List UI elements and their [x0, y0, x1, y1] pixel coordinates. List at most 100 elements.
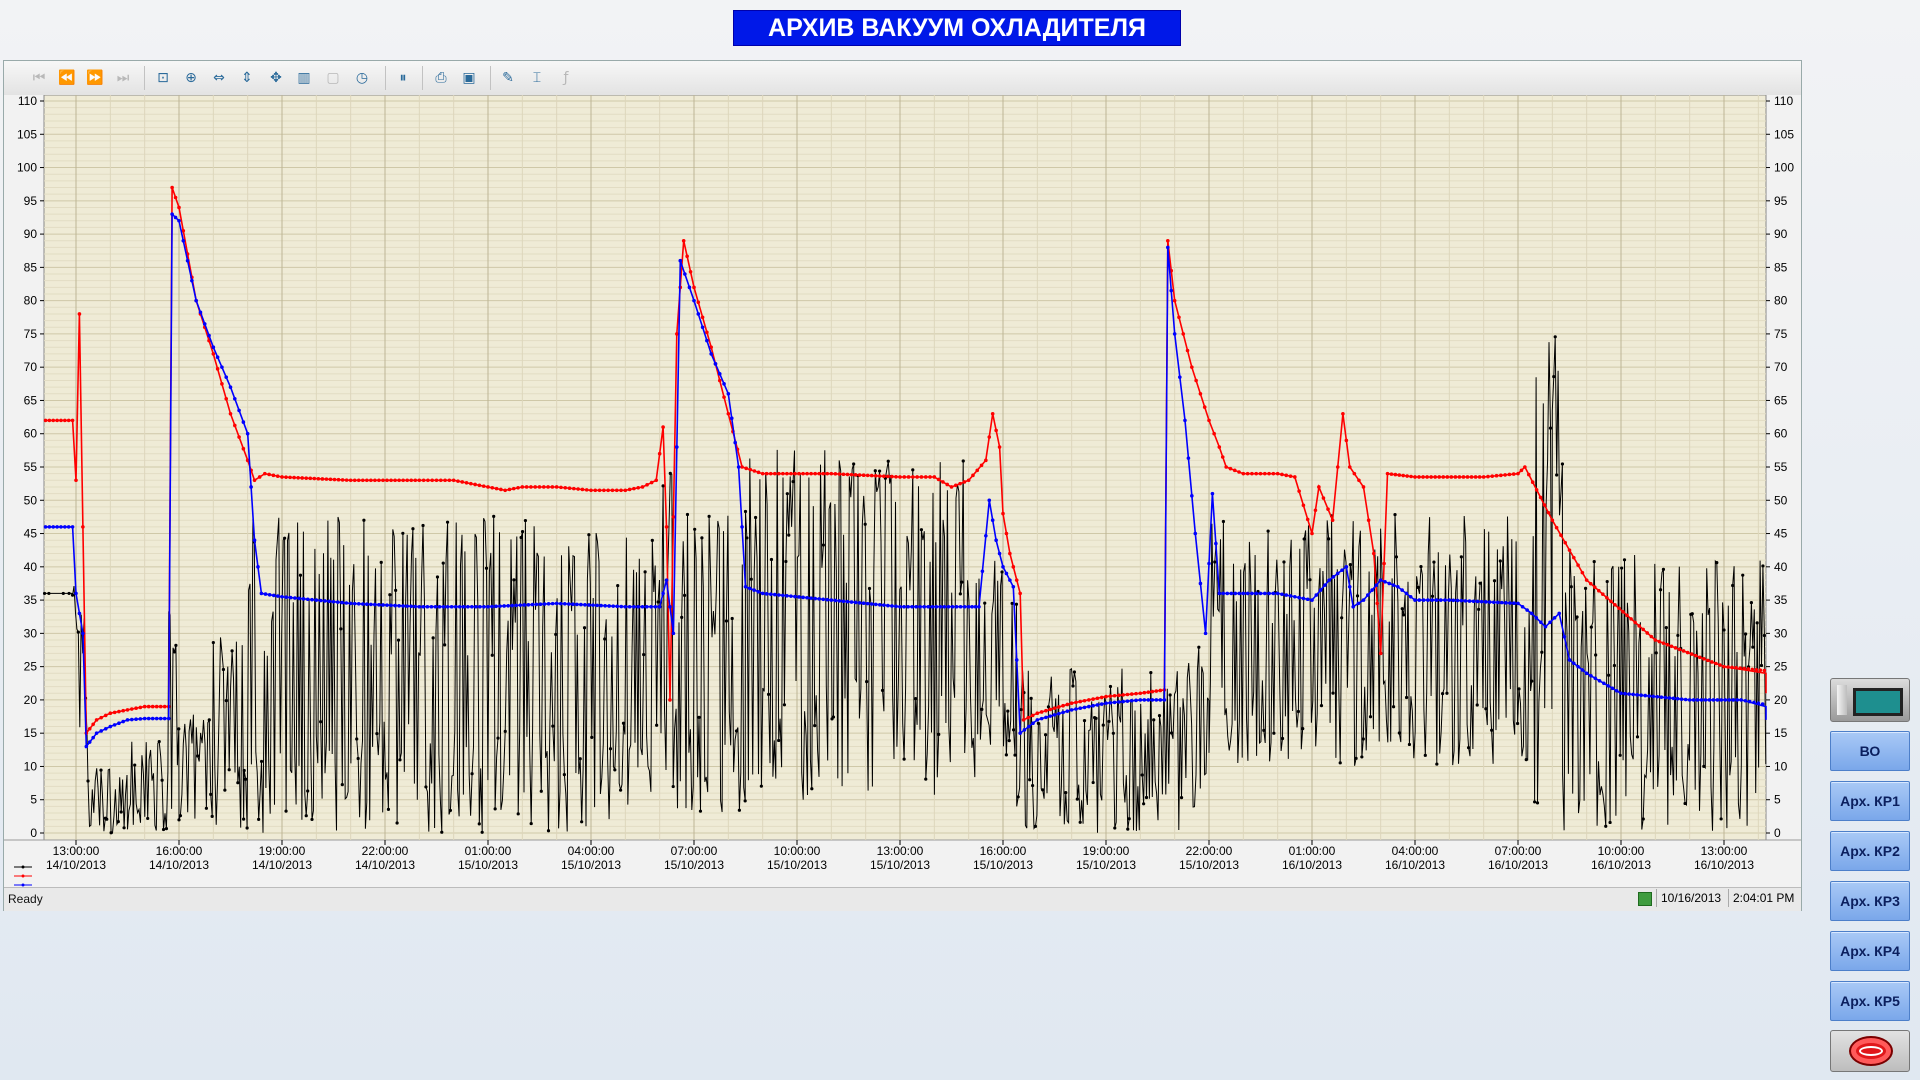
- series-point: [1301, 503, 1306, 508]
- series-point: [1526, 472, 1531, 477]
- y-tick-label-left: 5: [30, 793, 37, 807]
- pens-icon[interactable]: ✎: [502, 70, 514, 86]
- series-point: [1372, 551, 1376, 556]
- series-point: [437, 604, 442, 609]
- series-point: [1475, 599, 1480, 604]
- zoom-vertical-icon[interactable]: ⇕: [241, 70, 253, 86]
- series-point: [1344, 438, 1349, 443]
- series-point: [1074, 707, 1078, 711]
- archive-kr1-button[interactable]: Арх. КР1: [1830, 781, 1910, 821]
- zoom-horizontal-icon[interactable]: ⇔: [213, 70, 225, 86]
- series-point: [112, 710, 117, 715]
- series-point: [1649, 634, 1654, 639]
- series-point: [683, 272, 687, 276]
- series-point: [700, 325, 705, 330]
- series-point: [1534, 616, 1539, 620]
- first-page-icon[interactable]: ⏮: [32, 70, 46, 86]
- series-point: [857, 601, 862, 605]
- series-point: [451, 478, 456, 483]
- series-point: [365, 478, 369, 483]
- series-point: [1643, 693, 1648, 698]
- exit-button[interactable]: [1830, 1030, 1910, 1072]
- archive-kr3-button[interactable]: Арх. КР3: [1830, 881, 1910, 921]
- series-point: [559, 485, 563, 490]
- y-tick-label-left: 85: [24, 260, 38, 274]
- series-point: [335, 600, 340, 604]
- series-point: [1417, 598, 1422, 602]
- series-point: [70, 525, 75, 529]
- series-point: [1310, 598, 1314, 602]
- series-point: [340, 478, 345, 482]
- series-point: [1069, 708, 1074, 712]
- pause-icon[interactable]: ⏸: [399, 70, 407, 86]
- series-point: [237, 435, 241, 439]
- series-point: [722, 395, 726, 399]
- series-point: [318, 598, 323, 603]
- series-point: [1317, 485, 1321, 489]
- series-point: [241, 420, 246, 424]
- series-point: [1483, 600, 1488, 604]
- y-tick-label-left: 0: [30, 826, 37, 840]
- series-point: [1714, 661, 1718, 666]
- series-point: [352, 601, 357, 606]
- series-point: [154, 704, 159, 709]
- series-point: [426, 478, 430, 483]
- series-point: [228, 411, 233, 416]
- last-page-icon[interactable]: ⏭: [116, 70, 130, 86]
- archive-kr4-button[interactable]: Арх. КР4: [1830, 931, 1910, 971]
- series-point: [1408, 594, 1413, 599]
- archive-kr5-button[interactable]: Арх. КР5: [1830, 981, 1910, 1021]
- series-point: [602, 488, 606, 493]
- vertical-scale-icon[interactable]: ▥: [297, 70, 311, 86]
- clock-icon[interactable]: ◷: [355, 70, 369, 86]
- formula-icon[interactable]: ƒ: [563, 70, 569, 86]
- series-point: [245, 431, 250, 436]
- zoom-in-icon[interactable]: ⊕: [185, 70, 197, 86]
- cursor-icon[interactable]: ⌶: [532, 70, 542, 86]
- series-point: [1297, 489, 1301, 493]
- series-point: [1305, 517, 1310, 522]
- series-point: [369, 478, 373, 483]
- series-point: [312, 476, 317, 481]
- prev-page-icon[interactable]: ⏪: [58, 70, 76, 86]
- next-page-icon[interactable]: ⏩: [86, 70, 104, 86]
- pan-icon[interactable]: ✥: [270, 70, 282, 86]
- archive-kr2-button[interactable]: Арх. КР2: [1830, 831, 1910, 871]
- series-point: [1117, 700, 1121, 704]
- y-tick-label-right: 105: [1774, 127, 1794, 141]
- series-point: [181, 238, 186, 243]
- series-point: [1280, 592, 1284, 597]
- monitor-button[interactable]: [1830, 678, 1910, 722]
- series-point: [249, 485, 253, 489]
- series-point: [1026, 724, 1031, 729]
- vo-button[interactable]: ВО: [1830, 731, 1910, 771]
- series-point: [845, 599, 850, 604]
- series-point: [438, 478, 443, 483]
- series-point: [1434, 598, 1439, 602]
- series-point: [589, 488, 593, 493]
- series-point: [166, 716, 171, 721]
- export-icon[interactable]: ▣: [462, 70, 476, 86]
- series-point: [1405, 474, 1409, 478]
- series-point: [1351, 604, 1355, 609]
- series-point: [764, 592, 769, 596]
- series-point: [514, 603, 519, 608]
- series-point: [984, 458, 988, 463]
- series-point: [413, 478, 418, 483]
- series-point: [1178, 375, 1182, 379]
- series-point: [717, 372, 722, 376]
- series-point: [1207, 561, 1211, 566]
- series-point: [678, 258, 683, 263]
- status-date: 10/16/2013: [1656, 889, 1727, 907]
- series-point: [447, 478, 452, 483]
- trend-chart[interactable]: 1101051009590858075706560555045403530252…: [4, 95, 1801, 887]
- window-zoom-icon[interactable]: ▢: [326, 70, 340, 86]
- series-point: [405, 478, 410, 483]
- series-point: [1361, 485, 1366, 489]
- series-point: [1617, 606, 1621, 611]
- series-point: [198, 310, 203, 315]
- zoom-fit-icon[interactable]: ⊡: [157, 70, 169, 86]
- y-tick-label-right: 90: [1774, 227, 1788, 241]
- series-point: [434, 478, 439, 483]
- print-icon[interactable]: ⎙: [435, 70, 447, 86]
